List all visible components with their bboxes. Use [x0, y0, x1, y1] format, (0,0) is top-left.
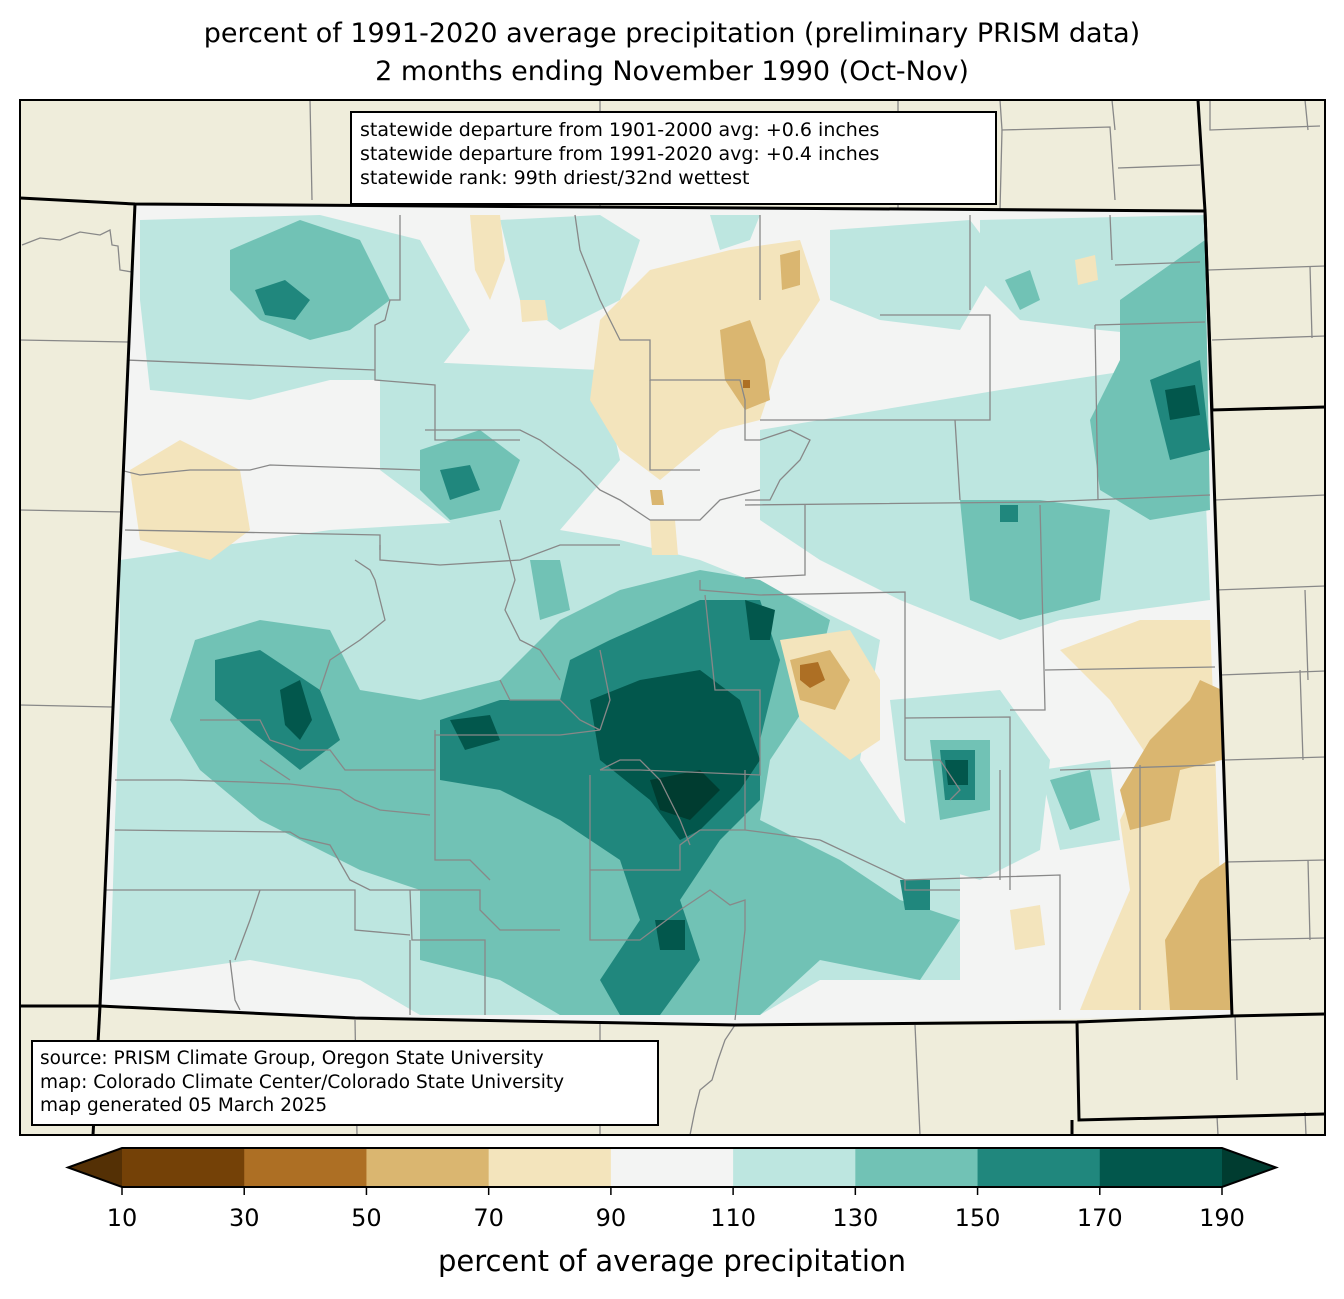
colorbar-tick-label: 50 [351, 1204, 382, 1232]
colorbar-tick-label: 70 [473, 1204, 504, 1232]
colorbar-tick-label: 190 [1199, 1204, 1245, 1232]
colorbar-segment [244, 1148, 367, 1187]
stats-departure-1901-2000: statewide departure from 1901-2000 avg: … [360, 119, 880, 141]
colorbar-tick-label: 170 [1076, 1204, 1123, 1232]
contour-over-190 [650, 770, 720, 820]
credits-generated: map generated 05 March 2025 [40, 1095, 328, 1116]
stats-departure-1991-2020: statewide departure from 1991-2020 avg: … [360, 143, 880, 165]
colorbar-extend-under [68, 1148, 122, 1187]
colorbar [65, 1147, 1279, 1195]
statewide-stats-box: statewide departure from 1901-2000 avg: … [350, 111, 997, 205]
colorado-contours [100, 204, 1232, 1025]
credits-box: source: PRISM Climate Group, Oregon Stat… [31, 1040, 659, 1126]
colorbar-tick-label: 30 [228, 1204, 260, 1232]
map-subtitle: 2 months ending November 1990 (Oct-Nov) [375, 56, 969, 87]
stats-rank: statewide rank: 99th driest/32nd wettest [360, 167, 750, 189]
colorbar-tick-label: 150 [954, 1204, 1001, 1232]
colorbar-segment [610, 1148, 734, 1187]
colorbar-segment [855, 1148, 979, 1187]
colorado-county-lines [105, 214, 1216, 1021]
colorbar-segment [1099, 1148, 1223, 1187]
colorbar-segment [733, 1148, 856, 1187]
colorbar-tick-label: 110 [710, 1204, 757, 1232]
colorbar-segment [122, 1148, 245, 1187]
credits-source: source: PRISM Climate Group, Oregon Stat… [40, 1048, 544, 1069]
credits-map: map: Colorado Climate Center/Colorado St… [40, 1071, 565, 1093]
colorbar-tick-label: 90 [595, 1204, 627, 1232]
contour-170-190 [280, 385, 1200, 950]
colorbar-label: percent of average precipitation [437, 1244, 907, 1278]
map-frame [19, 99, 1326, 1136]
colorbar-tick-label: 130 [832, 1204, 879, 1232]
colorbar-tick-label: 10 [106, 1204, 138, 1232]
map-title: percent of 1991-2020 average precipitati… [203, 18, 1141, 49]
colorbar-segment [488, 1148, 612, 1187]
contour-30-50 [743, 380, 825, 688]
colorbar-extend-over [1222, 1148, 1276, 1187]
colorbar-segment [366, 1148, 490, 1187]
colorbar-segment [977, 1148, 1101, 1187]
